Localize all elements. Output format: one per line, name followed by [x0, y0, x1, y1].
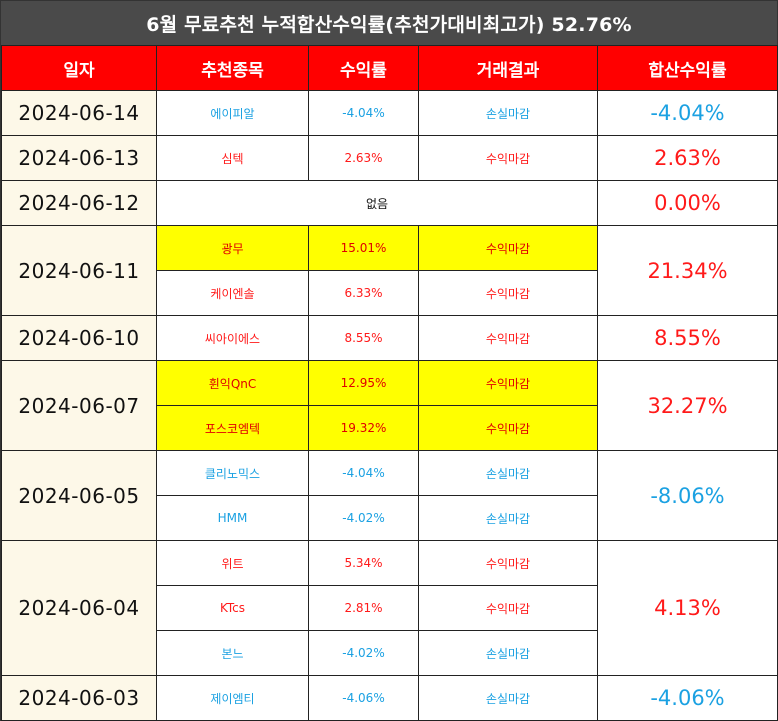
table-row: 2024-06-07 휜익QnC 12.95% 수익마감 32.27%	[1, 360, 778, 451]
row-result: 손실마감	[418, 450, 598, 496]
header-return: 수익률	[308, 45, 419, 91]
table-header-row: 일자 추천종목 수익률 거래결과 합산수익률	[1, 45, 778, 91]
table-row: 2024-06-12 없음 0.00%	[1, 180, 778, 226]
row-return: 2.63%	[308, 135, 419, 181]
page-title: 6월 무료추천 누적합산수익률(추천가대비최고가) 52.76%	[1, 1, 777, 45]
row-return: -4.02%	[308, 495, 419, 541]
table-row: 2024-06-05 클리노믹스 -4.04% 손실마감 -8.06%	[1, 450, 778, 541]
row-return: 6.33%	[308, 270, 419, 316]
row-result: 수익마감	[418, 585, 598, 631]
table-row: 포스코엠텍 19.32% 수익마감	[2, 405, 778, 451]
row-stock: HMM	[156, 495, 309, 541]
table-row: 케이엔솔 6.33% 수익마감	[2, 270, 778, 316]
row-result: 수익마감	[418, 315, 598, 361]
header-date: 일자	[1, 45, 157, 91]
row-date: 2024-06-13	[1, 135, 157, 181]
table-row: 2024-06-14 에이피알 -4.04% 손실마감 -4.04%	[1, 90, 778, 136]
row-return: -4.02%	[308, 630, 419, 676]
row-date: 2024-06-03	[1, 675, 157, 721]
row-stock: KTcs	[156, 585, 309, 631]
table-row: KTcs 2.81% 수익마감	[2, 585, 778, 631]
row-return: 12.95%	[308, 360, 419, 406]
row-result: 수익마감	[418, 270, 598, 316]
table-row: 2024-06-10 씨아이에스 8.55% 수익마감 8.55%	[1, 315, 778, 361]
row-return: 19.32%	[308, 405, 419, 451]
row-result: 손실마감	[418, 630, 598, 676]
header-total: 합산수익률	[597, 45, 778, 91]
row-return: 15.01%	[308, 225, 419, 271]
row-date: 2024-06-11	[1, 225, 157, 316]
row-return: 5.34%	[308, 540, 419, 586]
table-row: HMM -4.02% 손실마감	[2, 495, 778, 541]
row-result: 수익마감	[418, 225, 598, 271]
row-date: 2024-06-14	[1, 90, 157, 136]
row-date: 2024-06-10	[1, 315, 157, 361]
row-result: 수익마감	[418, 405, 598, 451]
row-stock: 휜익QnC	[156, 360, 309, 406]
row-total: -4.06%	[597, 675, 778, 721]
row-stock: 에이피알	[156, 90, 309, 136]
row-return: -4.04%	[308, 450, 419, 496]
header-stock: 추천종목	[156, 45, 309, 91]
row-stock: 본느	[156, 630, 309, 676]
table-row: 2024-06-11 광무 15.01% 수익마감 21.34%	[1, 225, 778, 316]
row-stock: 씨아이에스	[156, 315, 309, 361]
row-return: -4.04%	[308, 90, 419, 136]
row-result: 수익마감	[418, 135, 598, 181]
row-date: 2024-06-12	[1, 180, 157, 226]
row-date: 2024-06-05	[1, 450, 157, 541]
header-result: 거래결과	[418, 45, 598, 91]
table-row: 2024-06-04 위트 5.34% 수익마감 4.13%	[1, 540, 778, 676]
row-total: 32.27%	[597, 360, 778, 451]
row-result: 손실마감	[418, 675, 598, 721]
row-stock: 제이엠티	[156, 675, 309, 721]
row-none-label: 없음	[156, 180, 598, 226]
row-result: 손실마감	[418, 90, 598, 136]
row-total: -8.06%	[597, 450, 778, 541]
row-return: 8.55%	[308, 315, 419, 361]
row-total: 8.55%	[597, 315, 778, 361]
row-stock: 심텍	[156, 135, 309, 181]
row-return: 2.81%	[308, 585, 419, 631]
row-total: -4.04%	[597, 90, 778, 136]
row-result: 수익마감	[418, 360, 598, 406]
row-stock: 클리노믹스	[156, 450, 309, 496]
row-stock: 위트	[156, 540, 309, 586]
returns-table: 일자 추천종목 수익률 거래결과 합산수익률 2024-06-14 에이피알 -…	[1, 45, 778, 721]
row-total: 2.63%	[597, 135, 778, 181]
table-row: 2024-06-13 심텍 2.63% 수익마감 2.63%	[1, 135, 778, 181]
row-total: 0.00%	[597, 180, 778, 226]
row-stock: 케이엔솔	[156, 270, 309, 316]
row-stock: 광무	[156, 225, 309, 271]
row-result: 손실마감	[418, 495, 598, 541]
row-return: -4.06%	[308, 675, 419, 721]
row-total: 21.34%	[597, 225, 778, 316]
table-row: 본느 -4.02% 손실마감	[2, 630, 778, 676]
row-result: 수익마감	[418, 540, 598, 586]
row-date: 2024-06-04	[1, 540, 157, 676]
row-total: 4.13%	[597, 540, 778, 676]
table-row: 2024-06-03 제이엠티 -4.06% 손실마감 -4.06%	[1, 675, 778, 721]
row-date: 2024-06-07	[1, 360, 157, 451]
row-stock: 포스코엠텍	[156, 405, 309, 451]
